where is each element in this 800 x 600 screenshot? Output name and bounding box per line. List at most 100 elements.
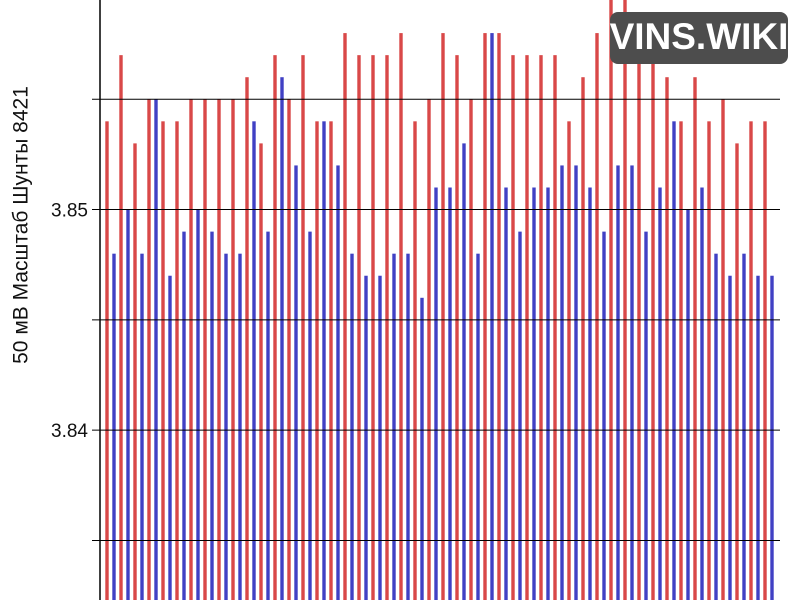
bar [728, 275, 732, 600]
bar [308, 231, 312, 600]
bar [196, 209, 200, 600]
bar [336, 165, 340, 600]
bar [448, 187, 452, 600]
bar [294, 165, 298, 600]
bar [693, 77, 697, 600]
bar [553, 55, 557, 600]
bar [714, 253, 718, 600]
bar [189, 99, 193, 600]
bar [616, 165, 620, 600]
bar [469, 99, 473, 600]
bar [105, 121, 109, 600]
bar [245, 77, 249, 600]
bar [175, 121, 179, 600]
bar [259, 143, 263, 600]
bar [147, 99, 151, 600]
bar [322, 121, 326, 600]
bar [252, 121, 256, 600]
bar [140, 253, 144, 600]
bar [364, 275, 368, 600]
bar [343, 33, 347, 600]
bar [210, 231, 214, 600]
bar [574, 165, 578, 600]
bar [287, 99, 291, 600]
bar [434, 187, 438, 600]
bar [672, 121, 676, 600]
bar [273, 55, 277, 600]
bar [119, 55, 123, 600]
bar [511, 55, 515, 600]
bar [315, 121, 319, 600]
bar [525, 55, 529, 600]
bar [350, 253, 354, 600]
bar [679, 121, 683, 600]
bar [539, 55, 543, 600]
bar [476, 253, 480, 600]
bar [630, 165, 634, 600]
bar [686, 209, 690, 600]
bar [644, 231, 648, 600]
bar [126, 209, 130, 600]
bar [756, 275, 760, 600]
bar [224, 253, 228, 600]
bar [238, 253, 242, 600]
bar [182, 231, 186, 600]
bar [385, 55, 389, 600]
bar [329, 121, 333, 600]
bar [392, 253, 396, 600]
watermark-badge [610, 12, 788, 64]
bar [112, 253, 116, 600]
bar [161, 121, 165, 600]
bar [203, 99, 207, 600]
bar [581, 77, 585, 600]
bar [504, 187, 508, 600]
bar [700, 187, 704, 600]
bar [623, 0, 627, 600]
bar [266, 231, 270, 600]
watermark: VINS.WIKI [610, 16, 789, 57]
bar [518, 231, 522, 600]
bar [588, 187, 592, 600]
bar [609, 0, 613, 600]
bar [301, 55, 305, 600]
grid: 3.84 3.85 [51, 98, 780, 541]
bar [420, 297, 424, 600]
bar [168, 275, 172, 600]
bar [749, 121, 753, 600]
bar [651, 55, 655, 600]
bar [371, 55, 375, 600]
bar [707, 121, 711, 600]
bar [595, 33, 599, 600]
bar [546, 187, 550, 600]
bar [763, 121, 767, 600]
bar [483, 33, 487, 600]
bar [217, 99, 221, 600]
bar [413, 121, 417, 600]
bar [357, 55, 361, 600]
bar [735, 143, 739, 600]
bar [602, 231, 606, 600]
bar [497, 33, 501, 600]
bar [462, 143, 466, 600]
bar [427, 99, 431, 600]
bar [455, 55, 459, 600]
bar [406, 253, 410, 600]
y-tick-label: 3.84 [51, 421, 88, 442]
bar [665, 77, 669, 600]
bar [637, 33, 641, 600]
bar [441, 33, 445, 600]
y-tick-label: 3.85 [51, 201, 88, 222]
bar [280, 77, 284, 600]
bar [742, 253, 746, 600]
bar [560, 165, 564, 600]
bar [231, 99, 235, 600]
bar [399, 33, 403, 600]
bar [658, 187, 662, 600]
bar [133, 143, 137, 600]
bar [770, 275, 774, 600]
bar [490, 33, 494, 600]
bar [567, 121, 571, 600]
bar [532, 187, 536, 600]
bar [721, 99, 725, 600]
